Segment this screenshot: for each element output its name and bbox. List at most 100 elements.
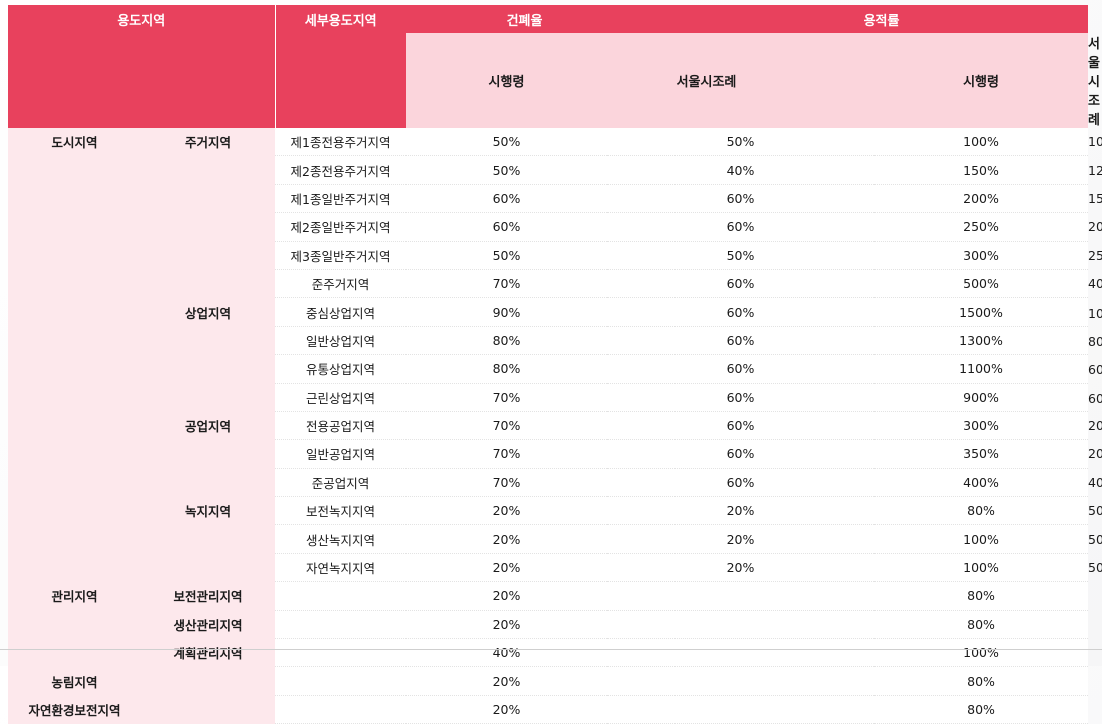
bcr-decree-cell: 50% (406, 155, 607, 185)
far-decree-cell: 80% (874, 666, 1089, 696)
subzone-group-cell (141, 354, 275, 384)
detailed-zone-cell: 일반공업지역 (275, 439, 406, 469)
bcr-seoul-cell: 60% (607, 326, 875, 356)
zone-cell (8, 524, 141, 554)
detailed-zone-cell (275, 695, 406, 724)
subzone-group-cell (141, 212, 275, 242)
detailed-zone-cell: 제2종전용주거지역 (275, 155, 406, 185)
subheader-row: 시행령 서울시조례 시행령 서울시조례 (8, 33, 1100, 128)
table-body: 도시지역주거지역제1종전용주거지역50%50%100%100%제2종전용주거지역… (8, 128, 1102, 724)
bcr-seoul-cell: 20% (607, 553, 875, 583)
bcr-seoul-cell: 60% (607, 297, 875, 327)
zone-cell (8, 383, 141, 412)
bcr-decree-cell: 70% (406, 383, 607, 412)
zone-cell: 자연환경보전지역 (8, 695, 141, 724)
zone-cell (8, 411, 141, 440)
zone-cell (8, 496, 141, 525)
far-decree-cell: 150% (874, 155, 1089, 185)
subzone-group-cell (141, 326, 275, 355)
far-decree-cell: 1300% (874, 326, 1089, 356)
bcr-seoul-cell (607, 610, 875, 640)
zone-cell (8, 553, 141, 582)
bcr-decree-cell: 50% (406, 128, 607, 157)
bcr-decree-cell: 20% (406, 581, 607, 611)
bottom-divider (0, 649, 1102, 650)
detailed-zone-cell: 제2종일반주거지역 (275, 212, 406, 242)
subzone-group-cell (141, 439, 275, 469)
detailed-zone-cell: 준공업지역 (275, 468, 406, 498)
detailed-zone-cell (275, 638, 406, 668)
zone-cell (8, 468, 141, 497)
zone-cell (8, 610, 141, 639)
bcr-seoul-cell: 60% (607, 354, 875, 384)
detailed-zone-cell (275, 610, 406, 640)
bcr-decree-cell: 70% (406, 411, 607, 441)
header-use-zone: 용도지역 (8, 5, 275, 128)
bcr-seoul-cell: 50% (607, 241, 875, 270)
bcr-decree-cell: 40% (406, 638, 607, 668)
detailed-zone-cell: 준주거지역 (275, 269, 406, 299)
subzone-group-cell: 공업지역 (141, 411, 275, 440)
table-row: 농림지역 20% 80% (8, 666, 1089, 696)
bcr-decree-cell: 70% (406, 269, 607, 299)
table-row: 계획관리지역 40% 100% (8, 638, 1089, 668)
subzone-group-cell (141, 524, 275, 554)
bcr-seoul-cell: 60% (607, 184, 875, 214)
zone-cell (8, 184, 141, 213)
zone-cell (8, 326, 141, 355)
bcr-seoul-cell (607, 638, 875, 668)
far-decree-cell: 80% (874, 496, 1089, 526)
subzone-group-cell (141, 269, 275, 298)
subheader-bcr-seoul: 서울시조례 (607, 33, 875, 128)
bcr-decree-cell: 70% (406, 468, 607, 498)
detailed-zone-cell: 보전녹지지역 (275, 496, 406, 526)
zone-cell (8, 241, 141, 270)
zone-cell (8, 354, 141, 384)
bcr-seoul-cell: 20% (607, 496, 875, 526)
subzone-group-cell (141, 184, 275, 213)
zone-cell (8, 297, 141, 327)
detailed-zone-cell: 제1종전용주거지역 (275, 128, 406, 157)
bcr-seoul-cell: 60% (607, 269, 875, 299)
far-decree-cell: 1100% (874, 354, 1089, 384)
bcr-decree-cell: 80% (406, 326, 607, 356)
header-sub-zone: 세부용도지역 (274, 5, 406, 128)
bcr-decree-cell: 60% (406, 212, 607, 242)
subzone-group-cell (141, 155, 275, 185)
bcr-decree-cell: 70% (406, 439, 607, 469)
bcr-decree-cell: 90% (406, 297, 607, 327)
subzone-group-cell: 생산관리지역 (141, 610, 275, 639)
zone-cell (8, 439, 141, 469)
subzone-group-cell (141, 468, 275, 497)
detailed-zone-cell (275, 581, 406, 611)
far-decree-cell: 80% (874, 581, 1089, 611)
detailed-zone-cell: 일반상업지역 (275, 326, 406, 356)
bcr-seoul-cell: 60% (607, 468, 875, 498)
detailed-zone-cell: 근린상업지역 (275, 383, 406, 412)
far-decree-cell: 200% (874, 184, 1089, 214)
far-decree-cell: 900% (874, 383, 1089, 412)
zone-cell: 농림지역 (8, 666, 141, 696)
table-row: 생산관리지역 20% 80% (8, 610, 1089, 640)
zone-cell (8, 638, 141, 667)
far-decree-cell: 80% (874, 695, 1089, 724)
subzone-group-cell (141, 383, 275, 412)
subzone-group-cell (141, 553, 275, 582)
header-row: 용도지역 세부용도지역 건폐율 용적률 (8, 5, 1089, 128)
subzone-group-cell (141, 666, 275, 696)
far-decree-cell: 100% (874, 638, 1089, 668)
bcr-seoul-cell (607, 581, 875, 611)
bcr-seoul-cell: 60% (607, 411, 875, 441)
subzone-group-cell (141, 241, 275, 270)
far-decree-cell: 300% (874, 241, 1089, 270)
far-decree-cell: 100% (874, 553, 1089, 583)
